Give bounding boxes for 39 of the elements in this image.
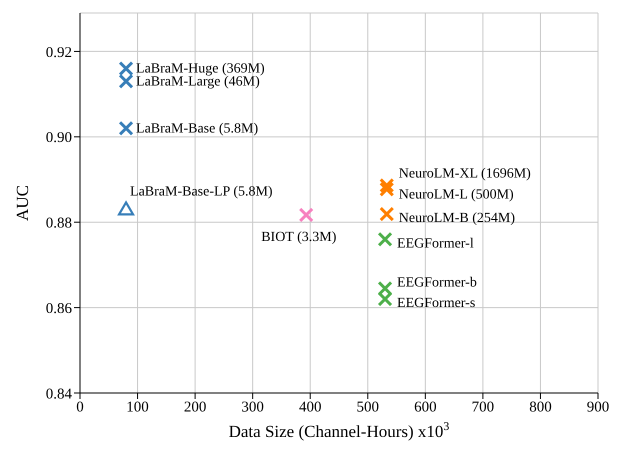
series-label: NeuroLM-L (500M) [398, 187, 514, 202]
x-tick-label: 0 [76, 400, 84, 416]
point [118, 61, 134, 76]
y-tick-label: 0.84 [46, 386, 72, 402]
x-tick-label: 100 [126, 400, 149, 416]
point [118, 120, 134, 136]
y-tick-label: 0.88 [46, 216, 72, 232]
point [378, 292, 393, 307]
series-label: EEGFormer-b [397, 275, 477, 290]
point [378, 232, 393, 247]
x-tick-label: 700 [472, 400, 494, 416]
series-label: LaBraM-Base-LP (5.8M) [130, 184, 273, 200]
y-tick-label: 0.92 [46, 44, 72, 61]
y-tick-label: 0.86 [46, 300, 72, 317]
series-label: EEGFormer-s [397, 296, 476, 312]
series-label: BIOT (3.3M) [261, 230, 337, 245]
point [378, 280, 393, 296]
x-tick-label: 400 [298, 400, 322, 416]
x-tick-label: 800 [529, 400, 552, 416]
x-tick-label: 300 [241, 400, 264, 416]
point [379, 206, 394, 222]
series-label: LaBraM-Large (46M) [136, 74, 260, 90]
y-tick-label: 0.90 [46, 130, 72, 146]
point [118, 74, 134, 89]
y-axis-title: AUC [13, 185, 32, 221]
x-tick-label: 500 [356, 400, 380, 416]
point [379, 178, 394, 193]
series-label: NeuroLM-XL (1696M) [398, 166, 532, 182]
x-axis-title: Data Size (Channel-Hours) x10$^{3}$ [228, 419, 450, 441]
point [298, 207, 314, 222]
x-tick-label: 600 [414, 400, 437, 416]
series-label: LaBraM-Huge (369M) [136, 62, 266, 77]
series-label: LaBraM-Base (5.8M) [136, 121, 258, 136]
series-label: NeuroLM-B (254M) [398, 211, 516, 226]
x-tick-label: 900 [586, 400, 610, 416]
series-label: EEGFormer-l [397, 236, 474, 252]
x-tick-label: 200 [184, 400, 206, 416]
point [379, 182, 394, 197]
point [118, 201, 134, 216]
